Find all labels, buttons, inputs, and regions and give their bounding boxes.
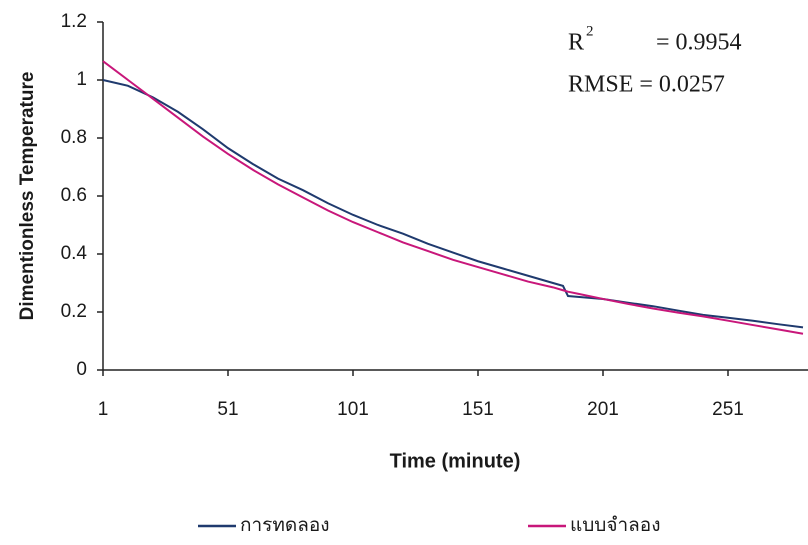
y-tick-label: 0.8 (61, 127, 87, 148)
x-tick-label: 151 (462, 399, 494, 420)
y-tick-label: 0 (76, 359, 87, 380)
y-tick-label: 0.6 (61, 185, 87, 206)
y-tick-label: 0.2 (61, 301, 87, 322)
legend-label: แบบจำลอง (570, 515, 661, 536)
annotation: RMSE = 0.0257 (568, 72, 725, 98)
x-axis-label: Time (minute) (390, 450, 521, 472)
y-axis-label: Dimentionless Temperature (17, 72, 38, 321)
series-line (102, 79, 804, 329)
x-tick-label: 201 (587, 399, 619, 420)
annotation: R (568, 30, 584, 56)
y-tick-label: 0.4 (61, 243, 88, 264)
legend-label: การทดลอง (240, 515, 330, 536)
x-tick-label: 251 (712, 399, 744, 420)
x-tick-label: 101 (337, 399, 369, 420)
annotation: 2 (586, 23, 594, 39)
y-tick-label: 1.2 (61, 11, 87, 32)
series-line (102, 60, 804, 335)
y-tick-label: 1 (76, 69, 87, 90)
x-tick-label: 1 (98, 399, 109, 420)
x-tick-label: 51 (217, 399, 238, 420)
annotation: = 0.9954 (656, 30, 742, 56)
